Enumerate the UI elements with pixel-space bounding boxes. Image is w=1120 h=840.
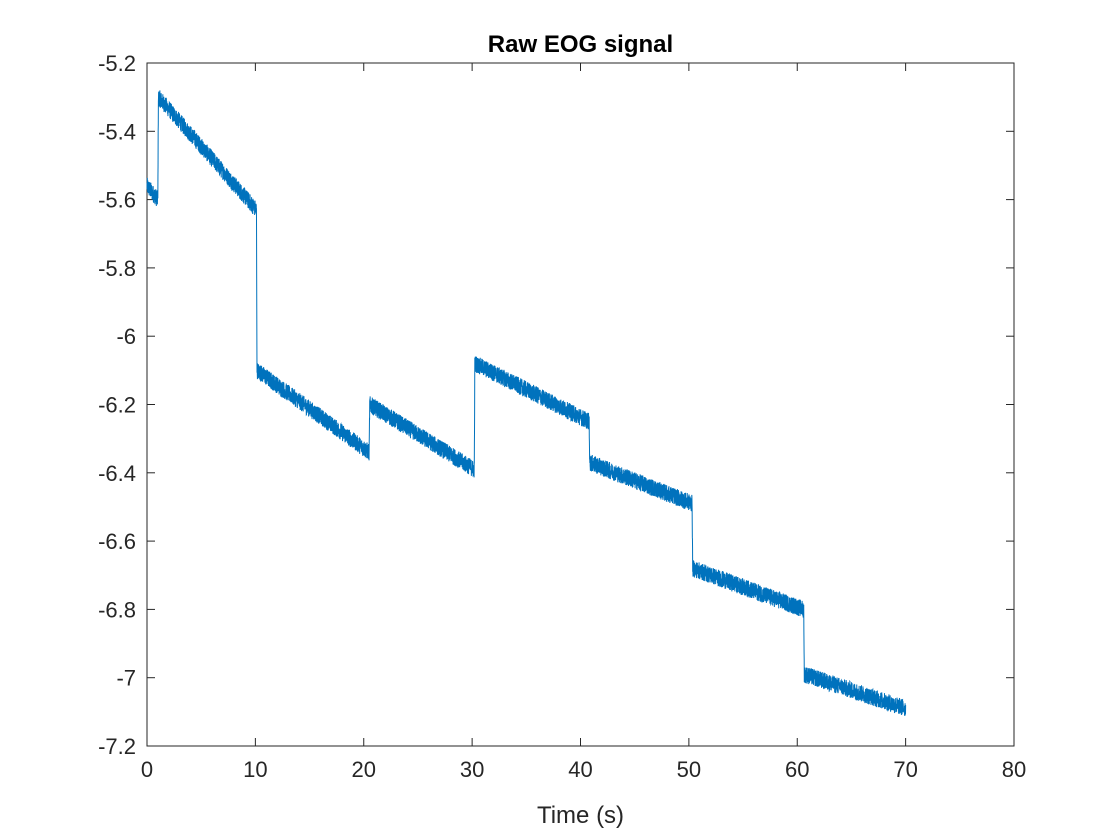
x-axis-label: Time (s): [537, 802, 624, 829]
y-tick-label: -6.2: [98, 393, 136, 418]
axis-tick-labels: 0 10 20 30 40 50 60 70 80 -5.2 -5.4 -5.6 -5.8 -6 -6.2 -…: [98, 51, 1026, 782]
axis-ticks: [146, 62, 1015, 747]
x-tick-label: 80: [1002, 757, 1026, 782]
y-tick-label: -5.4: [98, 119, 136, 144]
y-tick-label: -5.8: [98, 256, 136, 281]
x-tick-label: 30: [460, 757, 484, 782]
y-tick-label: -7: [116, 666, 136, 691]
x-tick-label: 50: [677, 757, 701, 782]
y-tick-label: -6: [116, 324, 136, 349]
plot-area: 0 10 20 30 40 50 60 70 80 -5.2 -5.4 -5.6 -5.8 -6 -6.2 -…: [98, 51, 1026, 782]
y-tick-label: -5.2: [98, 51, 136, 76]
x-tick-label: 0: [141, 757, 153, 782]
series-line-raw-eog: [146, 90, 907, 716]
x-tick-label: 20: [352, 757, 376, 782]
y-tick-label: -5.6: [98, 188, 136, 213]
y-tick-label: -6.6: [98, 529, 136, 554]
y-tick-label: -6.4: [98, 461, 136, 486]
chart-title: Raw EOG signal: [488, 31, 673, 58]
x-tick-label: 40: [568, 757, 592, 782]
x-tick-label: 70: [893, 757, 917, 782]
x-tick-label: 10: [243, 757, 267, 782]
y-tick-label: -7.2: [98, 734, 136, 759]
x-tick-label: 60: [785, 757, 809, 782]
axes-box: [146, 62, 1015, 747]
y-tick-label: -6.8: [98, 597, 136, 622]
